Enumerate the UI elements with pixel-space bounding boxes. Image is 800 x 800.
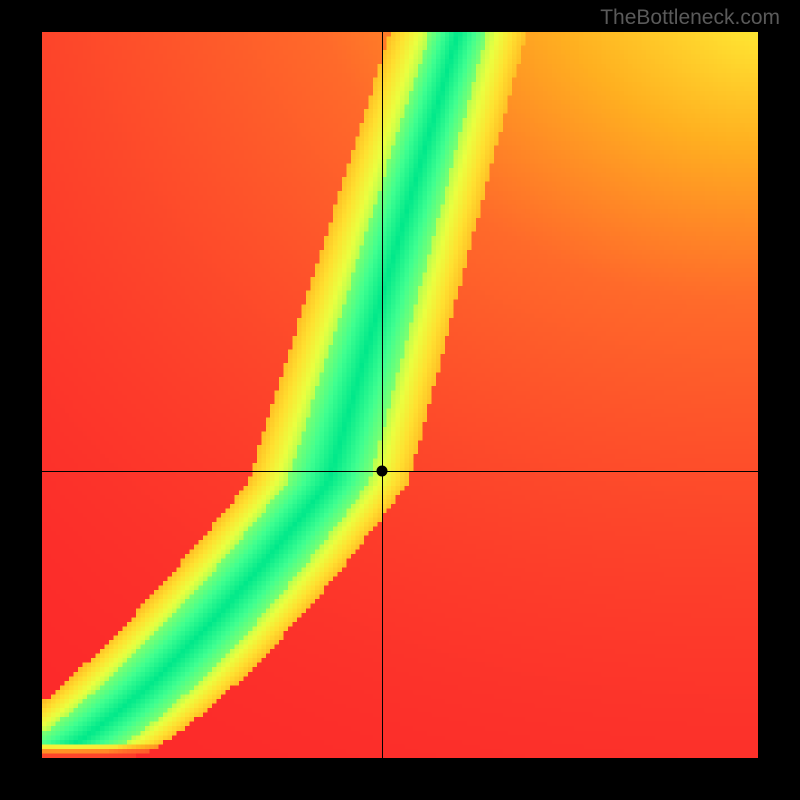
chart-area: [42, 32, 758, 758]
heatmap-canvas: [42, 32, 758, 758]
crosshair-vertical: [382, 32, 383, 758]
crosshair-horizontal: [42, 471, 758, 472]
crosshair-marker: [377, 466, 388, 477]
watermark-text: TheBottleneck.com: [600, 6, 780, 30]
